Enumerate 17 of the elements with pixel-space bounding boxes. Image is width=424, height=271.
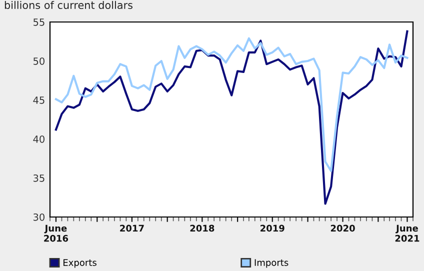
line-series xyxy=(54,30,408,205)
y-tick-label: 45 xyxy=(33,96,44,104)
legend-label: Imports xyxy=(254,259,288,268)
x-tick-label: 2019 xyxy=(260,224,284,232)
y-tick-label: 50 xyxy=(34,57,44,65)
x-tick-label: 2017 xyxy=(120,224,144,232)
y-tick-label: 40 xyxy=(33,135,44,143)
y-tick-label: 55 xyxy=(34,18,44,26)
y-tick-label: 30 xyxy=(34,213,44,221)
line-series xyxy=(54,37,408,172)
x-tick-label: June 2021 xyxy=(395,224,420,242)
y-tick-label: 35 xyxy=(34,174,44,182)
y-axis-title: billions of current dollars xyxy=(4,0,132,10)
x-tick-label: 2020 xyxy=(330,224,355,232)
x-tick-label: June 2016 xyxy=(44,224,68,242)
x-tick-label: 2018 xyxy=(190,224,214,232)
legend-label: Exports xyxy=(64,259,96,268)
